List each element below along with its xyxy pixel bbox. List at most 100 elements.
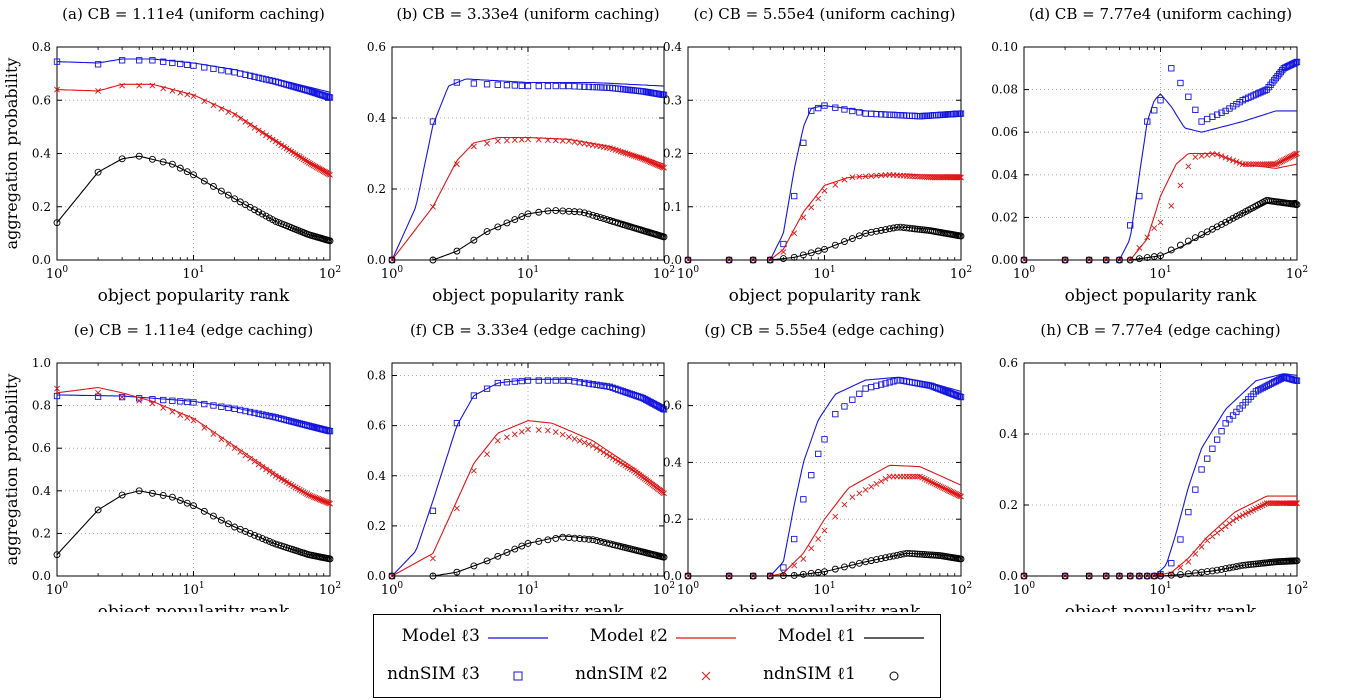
sim-marker-ℓ2 [780, 570, 787, 577]
sim-marker-ℓ2 [1283, 155, 1290, 162]
sim-marker-ℓ1 [890, 552, 897, 560]
x-tick-label: 102 [950, 581, 972, 598]
sim-marker-ℓ1 [596, 214, 604, 222]
sim-marker-ℓ1 [779, 255, 787, 262]
sim-marker-ℓ2 [1274, 160, 1281, 167]
y-tick-label: 0.2 [32, 200, 51, 214]
sim-marker-ℓ3 [326, 428, 334, 435]
sim-marker-ℓ2 [119, 394, 126, 400]
x-tick-exponent: 1 [199, 265, 205, 275]
sim-marker-ℓ1 [1184, 237, 1192, 245]
sim-marker-ℓ2 [1279, 158, 1286, 164]
sim-marker-ℓ1 [1184, 570, 1192, 578]
sim-marker-ℓ3 [660, 406, 668, 413]
sim-marker-ℓ3 [262, 412, 270, 419]
subplot-a: (a) CB = 1.11e4 (uniform caching) 0.0 0.2 0… [2, 5, 341, 306]
sim-marker-ℓ1 [593, 537, 601, 545]
sim-marker-ℓ1 [1293, 557, 1301, 565]
sim-marker-ℓ2 [1222, 154, 1229, 161]
sim-marker-ℓ2 [958, 493, 964, 500]
sim-marker-ℓ2 [1168, 202, 1175, 209]
legend-circle-marker [864, 658, 924, 694]
sim-marker-ℓ3 [266, 412, 273, 420]
sim-marker-ℓ2 [1233, 158, 1240, 165]
sim-marker-ℓ3 [893, 111, 901, 119]
sim-marker-ℓ3 [800, 496, 807, 503]
y-tick-label: 0.04 [991, 168, 1018, 182]
y-tick-label: 0.2 [367, 519, 386, 533]
sim-marker-ℓ3 [1213, 436, 1221, 443]
sim-marker-ℓ2 [791, 562, 798, 569]
y-tick-label: 0.2 [999, 498, 1018, 512]
sim-marker-ℓ2 [832, 513, 839, 520]
sim-marker-ℓ2 [832, 181, 839, 188]
plot-frame [687, 362, 962, 577]
sim-marker-ℓ1 [326, 555, 334, 563]
sim-marker-ℓ2 [160, 405, 167, 411]
sim-marker-ℓ3 [877, 111, 885, 118]
sim-marker-ℓ1 [1143, 254, 1151, 262]
sim-marker-ℓ3 [552, 377, 559, 384]
sim-marker-ℓ1 [1218, 221, 1225, 228]
sim-marker-ℓ2 [312, 494, 319, 501]
sim-marker-ℓ3 [659, 405, 666, 412]
sim-marker-ℓ3 [94, 61, 102, 68]
sim-marker-ℓ1 [224, 191, 232, 199]
sim-marker-ℓ2 [1291, 500, 1298, 507]
sim-marker-ℓ2 [201, 98, 208, 105]
sim-marker-ℓ2 [1177, 564, 1184, 571]
sim-marker-ℓ1 [1252, 560, 1260, 568]
sim-marker-ℓ3 [177, 398, 184, 405]
sim-marker-ℓ1 [882, 554, 889, 562]
sim-marker-ℓ1 [1176, 241, 1184, 249]
sim-marker-ℓ2 [525, 136, 531, 143]
sim-marker-ℓ1 [576, 535, 584, 543]
sim-marker-ℓ3 [1229, 412, 1237, 419]
sim-marker-ℓ3 [483, 385, 491, 392]
sim-marker-ℓ2 [544, 137, 551, 144]
sim-marker-ℓ2 [269, 470, 276, 477]
sim-marker-ℓ3 [255, 74, 262, 81]
sim-marker-ℓ3 [184, 61, 191, 68]
sim-marker-ℓ3 [201, 64, 208, 71]
sim-marker-ℓ2 [255, 127, 262, 134]
sim-marker-ℓ1 [326, 237, 334, 245]
sim-marker-ℓ2 [307, 160, 314, 167]
plot-frame [687, 46, 962, 261]
sim-marker-ℓ3 [1157, 97, 1164, 104]
sim-marker-ℓ1 [565, 534, 573, 542]
sim-marker-ℓ2 [1214, 151, 1221, 158]
sim-marker-ℓ2 [1239, 512, 1246, 519]
sim-marker-ℓ2 [841, 176, 848, 183]
sim-marker-ℓ1 [1061, 572, 1069, 580]
sim-marker-ℓ2 [275, 140, 282, 147]
sim-marker-ℓ3 [1192, 486, 1199, 493]
sim-marker-ℓ2 [882, 475, 889, 482]
y-axis-label: aggregation probability [2, 374, 21, 566]
sim-marker-ℓ1 [600, 215, 608, 223]
x-tick-label: 101 [1149, 581, 1171, 598]
x-tick-label: 102 [653, 265, 675, 282]
sim-marker-ℓ1 [453, 247, 461, 255]
sim-marker-ℓ3 [821, 102, 828, 109]
x-axis-label: object popularity rank [1065, 286, 1257, 306]
sim-marker-ℓ2 [1204, 151, 1211, 158]
sim-marker-ℓ1 [821, 568, 828, 576]
sim-marker-ℓ3 [453, 79, 461, 86]
sim-marker-ℓ1 [886, 553, 894, 561]
sim-marker-ℓ1 [159, 158, 167, 166]
sim-marker-ℓ2 [1242, 510, 1249, 517]
sim-marker-ℓ3 [1293, 58, 1301, 66]
sim-marker-ℓ1 [544, 536, 552, 544]
sim-marker-ℓ1 [766, 256, 774, 264]
sim-marker-ℓ3 [849, 107, 856, 115]
sim-marker-ℓ1 [914, 225, 921, 233]
sim-marker-ℓ1 [503, 548, 511, 556]
sim-marker-ℓ1 [882, 226, 889, 233]
sim-marker-ℓ3 [524, 82, 532, 90]
sim-marker-ℓ1 [1254, 560, 1262, 568]
sim-marker-ℓ2 [628, 152, 635, 159]
sim-marker-ℓ2 [325, 500, 332, 507]
sim-marker-ℓ2 [255, 461, 262, 468]
sim-marker-ℓ2 [310, 162, 317, 169]
